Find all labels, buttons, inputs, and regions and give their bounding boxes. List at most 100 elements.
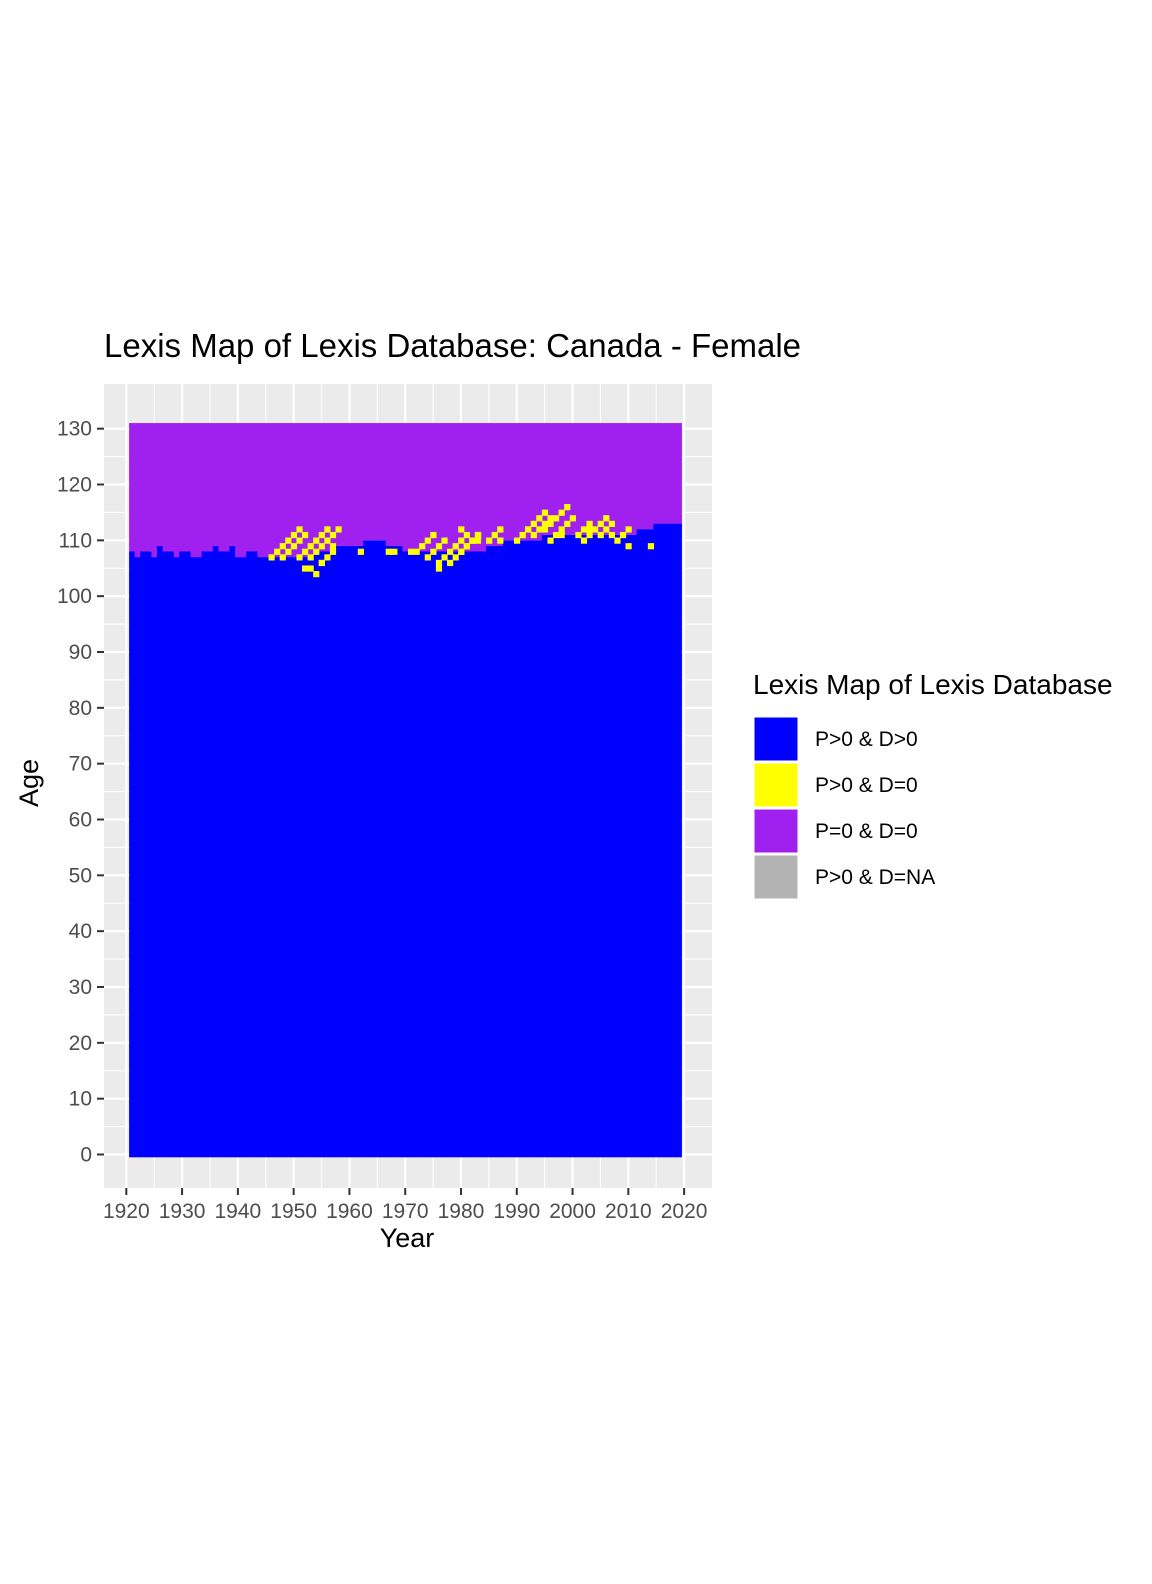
- cell-column-p-zero-d-zero: [519, 423, 526, 541]
- cell-column-p-pos-d-pos: [223, 551, 231, 1158]
- cell-column-p-zero-d-zero: [329, 423, 337, 552]
- cell-column-p-pos-d-pos: [324, 551, 331, 1158]
- cell-column-p-pos-d-pos: [262, 557, 270, 1158]
- cell-p-pos-d-zero: [307, 565, 314, 572]
- cell-p-pos-d-zero: [463, 543, 470, 550]
- cell-column-p-pos-d-pos: [235, 557, 242, 1158]
- cell-column-p-pos-d-pos: [173, 557, 180, 1158]
- legend: Lexis Map of Lexis Database P>0 & D>0 P>0…: [753, 669, 1113, 900]
- cell-column-p-pos-d-pos: [441, 551, 448, 1158]
- cell-column-p-pos-d-pos: [329, 551, 337, 1158]
- cell-p-pos-d-zero: [625, 543, 632, 550]
- cell-column-p-zero-d-zero: [447, 423, 454, 552]
- cell-p-pos-d-zero: [424, 554, 431, 561]
- cell-column-p-zero-d-zero: [134, 423, 141, 558]
- x-tick-label: 1980: [438, 1200, 485, 1223]
- y-tick-label: 110: [59, 529, 92, 552]
- cell-column-p-zero-d-zero: [580, 423, 588, 535]
- y-tick-label: 30: [69, 976, 92, 999]
- cell-column-p-zero-d-zero: [642, 423, 649, 530]
- cell-p-pos-d-zero: [424, 537, 431, 544]
- cell-column-p-zero-d-zero: [129, 423, 136, 552]
- cell-p-pos-d-zero: [469, 537, 476, 544]
- cell-p-pos-d-zero: [391, 548, 398, 555]
- x-tick-label: 2000: [549, 1200, 596, 1223]
- cell-column-p-zero-d-zero: [547, 423, 554, 535]
- cell-p-pos-d-zero: [430, 548, 437, 555]
- cell-column-p-pos-d-pos: [519, 540, 526, 1158]
- cell-column-p-zero-d-zero: [419, 423, 426, 552]
- cell-p-pos-d-zero: [558, 531, 565, 539]
- cell-column-p-zero-d-zero: [491, 423, 498, 546]
- cell-column-p-zero-d-zero: [151, 423, 158, 558]
- cell-p-pos-d-zero: [463, 531, 470, 539]
- cell-p-pos-d-zero: [408, 548, 415, 555]
- cell-p-pos-d-zero: [525, 526, 532, 533]
- cell-column-p-zero-d-zero: [564, 423, 571, 535]
- cell-column-p-zero-d-zero: [625, 423, 632, 535]
- cell-column-p-pos-d-pos: [564, 534, 571, 1158]
- cell-p-pos-d-zero: [313, 571, 320, 578]
- cell-p-pos-d-zero: [313, 548, 320, 555]
- cell-column-p-zero-d-zero: [268, 423, 275, 558]
- legend-label: P>0 & D=NA: [815, 866, 935, 889]
- cell-column-p-pos-d-pos: [659, 523, 666, 1158]
- cell-p-pos-d-zero: [580, 526, 588, 533]
- cell-column-p-pos-d-pos: [385, 545, 392, 1158]
- cell-p-pos-d-zero: [430, 531, 437, 539]
- y-axis: 0 10 20 30 40 50 60 70 80 90 100 110 120 130: [57, 418, 104, 1167]
- cell-column-p-zero-d-zero: [391, 423, 398, 546]
- cell-column-p-pos-d-pos: [525, 540, 532, 1158]
- cell-p-pos-d-zero: [608, 531, 615, 539]
- cell-column-p-pos-d-pos: [207, 551, 214, 1158]
- cell-column-p-zero-d-zero: [553, 423, 560, 535]
- y-tick-label: 130: [57, 418, 92, 441]
- cell-column-p-pos-d-pos: [447, 551, 454, 1158]
- cell-p-pos-d-zero: [458, 526, 465, 533]
- cell-column-p-pos-d-pos: [547, 534, 554, 1158]
- cell-column-p-zero-d-zero: [184, 423, 192, 552]
- cell-column-p-zero-d-zero: [140, 423, 147, 552]
- cell-p-pos-d-zero: [435, 543, 443, 550]
- cell-column-p-zero-d-zero: [396, 423, 404, 546]
- cell-column-p-zero-d-zero: [413, 423, 420, 552]
- cell-column-p-pos-d-pos: [218, 551, 225, 1158]
- cell-p-pos-d-zero: [458, 537, 465, 544]
- chart-title: Lexis Map of Lexis Database: Canada - Fe…: [104, 327, 801, 364]
- y-tick-label: 20: [69, 1032, 92, 1055]
- legend-key: [753, 808, 799, 854]
- x-tick-label: 1920: [103, 1200, 150, 1223]
- cell-column-p-pos-d-pos: [279, 557, 286, 1158]
- cell-column-p-pos-d-pos: [318, 551, 325, 1158]
- cell-column-p-zero-d-zero: [307, 423, 314, 558]
- cell-p-pos-d-zero: [564, 504, 571, 511]
- cell-column-p-pos-d-pos: [592, 534, 599, 1158]
- cell-p-pos-d-zero: [553, 531, 560, 539]
- cell-column-p-zero-d-zero: [497, 423, 504, 546]
- cell-p-pos-d-zero: [547, 520, 554, 527]
- cell-p-pos-d-zero: [647, 543, 655, 550]
- cell-p-pos-d-zero: [447, 559, 454, 567]
- cell-p-pos-d-zero: [452, 554, 459, 561]
- cell-p-pos-d-zero: [452, 543, 459, 550]
- x-tick-label: 1970: [382, 1200, 429, 1223]
- cell-p-pos-d-zero: [296, 537, 303, 544]
- lexis-cells: [129, 423, 682, 1158]
- x-axis-label: Year: [380, 1223, 435, 1253]
- cell-column-p-zero-d-zero: [223, 423, 231, 552]
- cell-column-p-pos-d-pos: [240, 557, 247, 1158]
- cell-column-p-pos-d-pos: [257, 557, 264, 1158]
- cell-p-pos-d-zero: [513, 537, 521, 544]
- cell-column-p-zero-d-zero: [530, 423, 537, 541]
- cell-column-p-zero-d-zero: [664, 423, 671, 524]
- cell-column-p-pos-d-pos: [134, 557, 141, 1158]
- cell-column-p-zero-d-zero: [502, 423, 510, 541]
- cell-p-pos-d-zero: [302, 548, 309, 555]
- cell-column-p-zero-d-zero: [592, 423, 599, 535]
- cell-p-pos-d-zero: [491, 531, 498, 539]
- cell-column-p-zero-d-zero: [201, 423, 208, 552]
- cell-column-p-pos-d-pos: [463, 551, 470, 1158]
- cell-p-pos-d-zero: [530, 520, 537, 527]
- cell-column-p-pos-d-pos: [642, 529, 649, 1158]
